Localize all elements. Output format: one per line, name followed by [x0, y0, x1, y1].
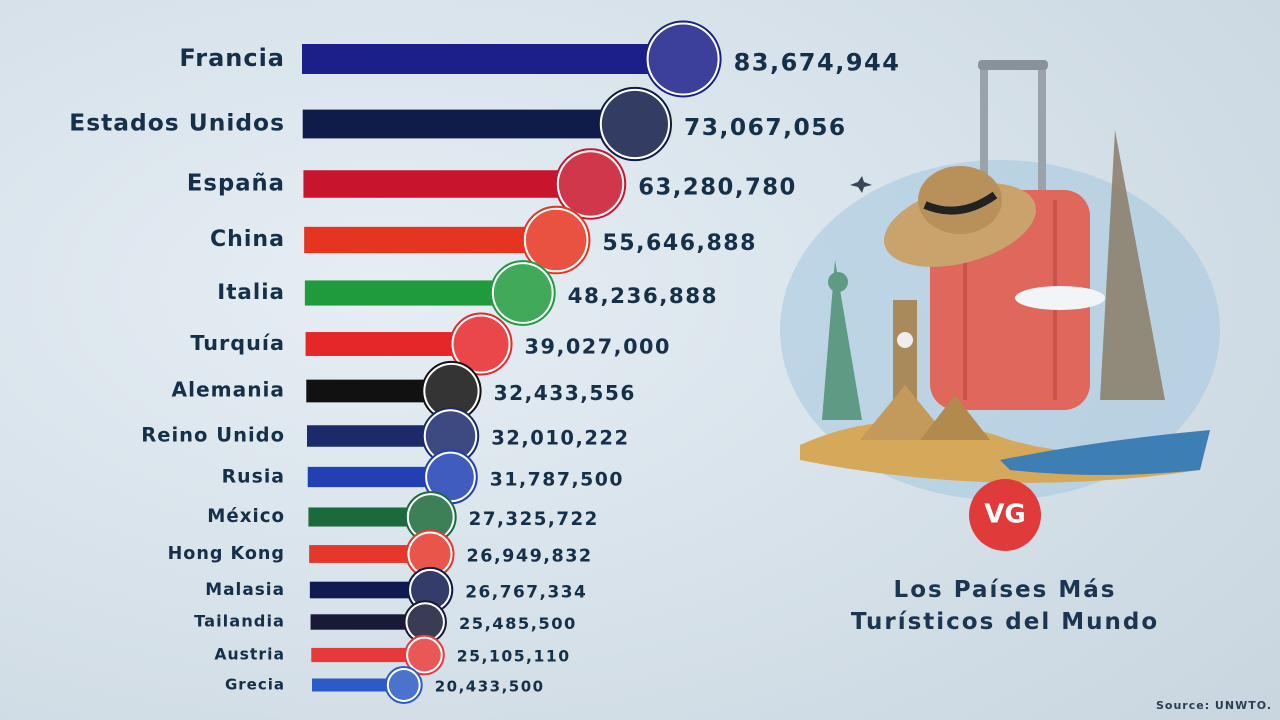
value-label: 39,027,000: [525, 335, 671, 359]
flag: [493, 264, 552, 322]
category-label: España: [187, 171, 285, 197]
category-label: Rusia: [222, 467, 285, 488]
category-label: Italia: [217, 280, 285, 305]
value-label: 83,674,944: [734, 49, 901, 77]
bar: [311, 647, 428, 663]
illustration: [780, 60, 1220, 500]
flag: [425, 411, 476, 461]
bar: [309, 581, 434, 599]
flag: [388, 670, 419, 700]
flag: [407, 604, 443, 640]
bar: [307, 425, 456, 447]
flag: [453, 316, 509, 372]
value-label: 25,485,500: [459, 614, 577, 633]
bar: [303, 170, 597, 198]
category-label: Hong Kong: [168, 544, 285, 564]
value-label: 63,280,780: [638, 175, 797, 201]
value-label: 32,433,556: [494, 381, 636, 405]
bar: [312, 678, 407, 692]
bar: [302, 44, 690, 74]
value-label: 25,105,110: [457, 647, 571, 666]
flag: [427, 453, 474, 501]
category-label: Turquía: [190, 331, 285, 355]
bar: [304, 226, 563, 254]
value-label: 27,325,722: [469, 509, 599, 530]
flag: [409, 533, 451, 575]
category-label: Grecia: [225, 676, 285, 694]
category-label: Francia: [179, 44, 285, 72]
category-label: Malasia: [205, 579, 285, 599]
bar: [306, 379, 457, 403]
value-label: 31,787,500: [490, 470, 624, 491]
category-label: China: [210, 227, 285, 252]
bar: [305, 332, 487, 356]
category-label: Estados Unidos: [69, 109, 285, 137]
flag: [648, 24, 718, 94]
value-label: 26,767,334: [465, 581, 587, 601]
logo-badge: [969, 479, 1041, 551]
bar: [307, 466, 456, 488]
flag: [411, 570, 450, 610]
flag: [425, 364, 478, 418]
logo-text: VG: [984, 500, 1025, 530]
flag: [525, 209, 587, 271]
value-label: 55,646,888: [602, 231, 757, 256]
value-label: 48,236,888: [568, 284, 718, 309]
value-label: 32,010,222: [491, 427, 629, 450]
bar: [310, 614, 429, 630]
bar: [302, 109, 642, 139]
source-note: Source: UNWTO.: [1156, 699, 1272, 712]
flag: [558, 152, 623, 216]
category-label: Austria: [214, 645, 285, 664]
bar: [308, 507, 436, 527]
category-label: Reino Unido: [141, 424, 285, 447]
category-label: Alemania: [172, 378, 285, 402]
category-label: México: [207, 506, 285, 527]
value-label: 26,949,832: [467, 547, 593, 567]
category-label: Tailandia: [194, 612, 285, 631]
flag: [601, 90, 669, 158]
flag: [408, 638, 441, 672]
flag: [408, 495, 453, 539]
value-label: 20,433,500: [435, 677, 545, 695]
value-label: 73,067,056: [684, 113, 847, 141]
bar: [309, 545, 435, 563]
chart-title: Los Países Más Turísticos del Mundo: [850, 577, 1160, 635]
